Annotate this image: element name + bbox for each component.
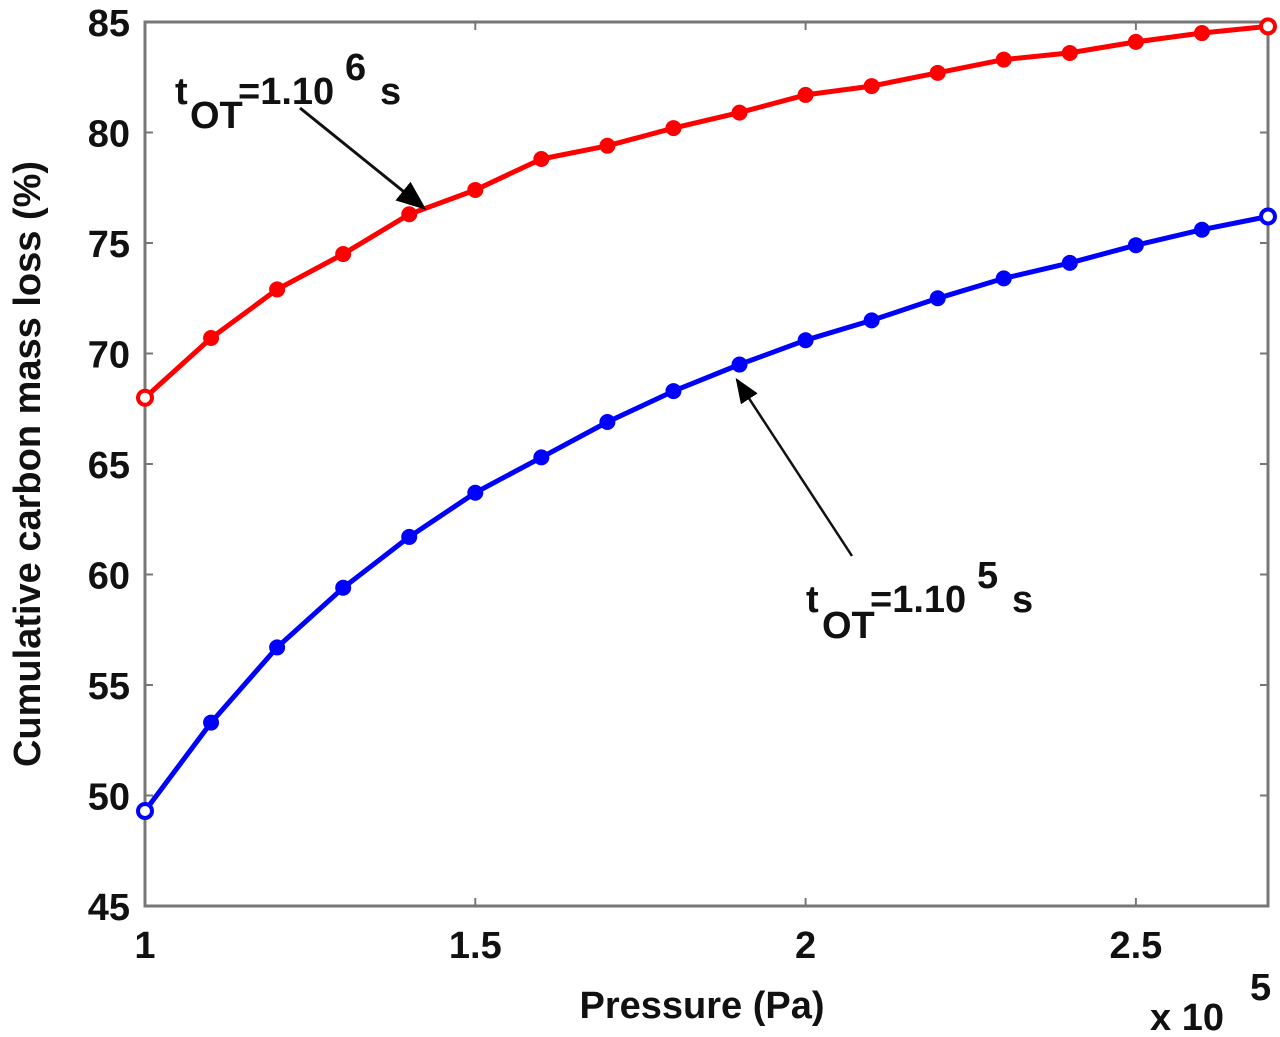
data-point-marker (1193, 221, 1210, 238)
data-point-marker (929, 290, 946, 307)
data-point-marker (731, 104, 748, 121)
data-point-marker (797, 86, 814, 103)
x-tick-label: 2 (795, 925, 816, 967)
annotation-arrows (299, 106, 854, 557)
annot-red-t: t (175, 71, 188, 113)
data-point-marker (467, 181, 484, 198)
data-point-marker (599, 137, 616, 154)
x-axis-tick-labels: 1 1.5 2 2.5 (134, 925, 1162, 967)
y-tick-label: 55 (88, 666, 130, 708)
x-axis-multiplier: x 10 5 (1150, 967, 1271, 1037)
annot-blue-equation: =1.10 (870, 579, 966, 621)
y-tick-label: 50 (88, 777, 130, 819)
arrow-red-annotation (299, 106, 427, 210)
data-point-marker (1061, 254, 1078, 271)
data-series (136, 17, 1277, 820)
y-axis-tick-labels: 45 50 55 60 65 70 75 80 85 (88, 3, 130, 929)
series-line (142, 214, 1269, 813)
data-point-marker (731, 356, 748, 373)
y-axis-title: Cumulative carbon mass loss (%) (7, 161, 49, 767)
y-tick-label: 80 (88, 114, 130, 156)
data-point-marker (665, 120, 682, 137)
annot-red-equation: =1.10 (238, 71, 334, 113)
y-tick-label: 45 (88, 887, 130, 929)
y-tick-label: 85 (88, 3, 130, 45)
data-point-marker (863, 312, 880, 329)
arrow-blue-annotation (735, 377, 854, 557)
data-point-marker (467, 484, 484, 501)
data-point-marker (1061, 44, 1078, 61)
data-point-marker (203, 714, 220, 731)
data-point-marker (797, 332, 814, 349)
axes-frame (143, 20, 1270, 908)
data-point-marker (533, 449, 550, 466)
y-tick-label: 70 (88, 335, 130, 377)
data-point-marker (335, 579, 352, 596)
y-tick-label: 75 (88, 224, 130, 266)
annot-red-superscript: 6 (345, 47, 366, 89)
y-tick-label: 60 (88, 556, 130, 598)
data-point-marker (1259, 17, 1277, 36)
annot-blue-subscript: OT (822, 605, 875, 647)
annotation-blue-series: t OT =1.10 5 s (806, 555, 1033, 647)
y-tick-label: 65 (88, 445, 130, 487)
data-point-marker (863, 78, 880, 95)
data-point-marker (995, 270, 1012, 287)
data-point-marker (995, 51, 1012, 68)
x-tick-label: 1.5 (449, 925, 502, 967)
x-axis-title: Pressure (Pa) (579, 985, 824, 1027)
annot-blue-superscript: 5 (977, 555, 998, 597)
annot-red-unit: s (380, 71, 401, 113)
x-multiplier-base: x 10 (1150, 997, 1224, 1037)
data-point-marker (1127, 33, 1144, 50)
data-point-marker (401, 528, 418, 545)
data-point-marker (599, 414, 616, 431)
series-line (143, 23, 1269, 400)
annot-blue-t: t (806, 579, 819, 621)
data-point-marker (136, 388, 154, 407)
plot-area (136, 17, 1277, 908)
data-point-marker (269, 281, 286, 298)
data-point-marker (203, 330, 220, 347)
x-tick-label: 1 (134, 925, 155, 967)
annot-red-subscript: OT (190, 95, 243, 137)
data-point-marker (136, 801, 154, 820)
data-point-marker (1259, 207, 1277, 226)
annot-blue-unit: s (1012, 579, 1033, 621)
series-red (136, 17, 1277, 407)
x-multiplier-exponent: 5 (1250, 967, 1271, 1009)
x-tick-label: 2.5 (1109, 925, 1162, 967)
data-point-marker (665, 383, 682, 400)
series-blue (136, 207, 1277, 820)
data-point-marker (401, 206, 418, 223)
data-point-marker (533, 151, 550, 168)
data-point-marker (929, 64, 946, 81)
annotation-red-series: t OT =1.10 6 s (175, 47, 401, 137)
data-point-marker (1193, 25, 1210, 42)
data-point-marker (269, 639, 286, 656)
data-point-marker (1127, 237, 1144, 254)
data-point-marker (335, 246, 352, 263)
